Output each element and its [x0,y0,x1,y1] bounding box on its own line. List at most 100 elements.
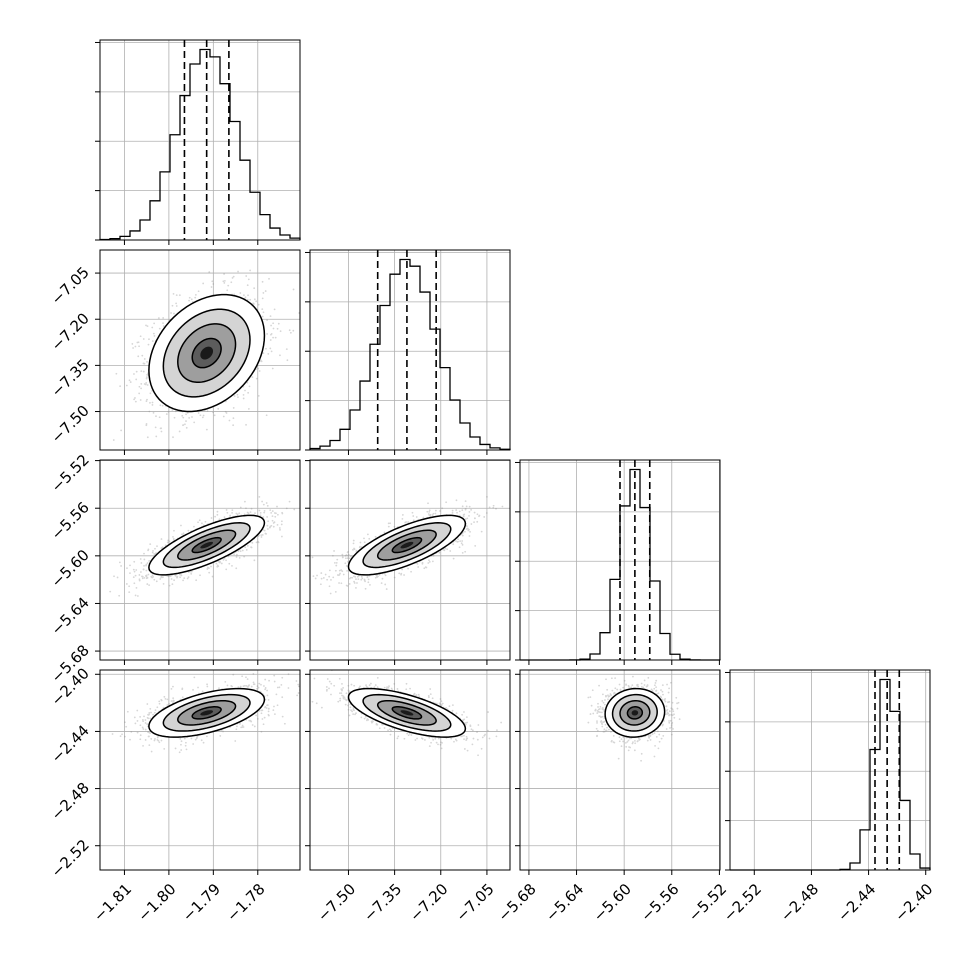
scatter-point [263,529,266,532]
scatter-point [158,416,161,419]
scatter-point [269,347,272,350]
scatter-point [458,510,461,513]
scatter-point [328,575,331,578]
scatter-point [159,427,162,430]
scatter-point [146,384,149,386]
scatter-point [251,541,254,544]
scatter-point [376,576,379,578]
scatter-point [244,546,247,549]
scatter-point [147,549,149,552]
scatter-point [143,564,145,567]
scatter-point [149,392,152,395]
scatter-point [109,590,112,593]
scatter-point [201,416,204,419]
scatter-point [355,549,358,552]
scatter-point [224,410,227,413]
scatter-point [227,284,230,287]
scatter-point [217,407,220,410]
scatter-point [429,513,432,516]
scatter-point [152,411,155,414]
scatter-point [381,577,384,580]
scatter-point [153,553,156,555]
scatter-point [445,501,448,504]
scatter-point [495,507,497,510]
scatter-point [340,569,343,571]
scatter-point [261,315,264,318]
scatter-point [243,294,245,297]
contour-line [148,514,266,576]
scatter-point [257,535,260,538]
scatter-point [222,558,225,561]
scatter-point [146,583,149,585]
scatter-point [206,568,209,570]
scatter-point [174,410,177,413]
scatter-point [197,412,200,414]
scatter-point [465,505,468,508]
density-peak [200,346,214,360]
scatter-point [478,515,480,518]
scatter-point [407,521,410,523]
scatter-point [263,510,266,512]
scatter-point [172,535,174,538]
scatter-point [314,577,317,580]
scatter-point [143,558,146,561]
scatter-point [501,505,504,508]
scatter-point [168,540,171,543]
scatter-point [400,572,403,575]
scatter-point [244,296,247,299]
scatter-point [150,575,153,578]
scatter-point [249,298,252,301]
scatter-point [173,312,175,315]
scatter-point [281,512,284,515]
scatter-point [261,500,264,503]
scatter-point [152,550,154,552]
scatter-point [401,568,404,571]
scatter-point [393,576,396,579]
scatter-point [134,400,137,403]
scatter-point [337,574,340,577]
scatter-point [265,347,267,350]
scatter-point [262,311,265,314]
scatter-point [260,536,263,538]
scatter-point [464,507,467,510]
scatter-point [348,557,351,560]
scatter-point [138,345,140,348]
scatter-point [145,575,148,578]
scatter-point [186,411,189,414]
scatter-point [136,341,139,344]
scatter-point [148,560,151,562]
scatter-point [426,510,429,513]
panel-frame [309,249,511,451]
scatter-point [119,385,122,388]
scatter-point [223,516,226,519]
contour-line [162,522,251,569]
scatter-point [270,324,272,327]
scatter-point [216,564,219,567]
scatter-point [352,548,354,551]
scatter-point [195,579,198,582]
scatter-point [137,355,140,358]
scatter-point [151,574,154,577]
scatter-point [247,278,250,281]
scatter-point [247,294,249,297]
scatter-point [230,281,233,284]
scatter-point [428,514,431,517]
scatter-point [468,514,470,517]
scatter-point [208,271,211,273]
scatter-point [461,540,464,542]
scatter-point [281,511,284,514]
scatter-point [149,401,151,404]
scatter-point [187,576,190,579]
scatter-point [412,515,415,517]
scatter-point [132,347,134,349]
scatter-point [152,575,154,578]
scatter-point [178,430,181,433]
scatter-point [146,373,149,376]
scatter-point [120,429,123,432]
histogram-1 [309,258,511,450]
scatter-point [260,360,263,363]
scatter-point [292,288,295,291]
scatter-point [145,574,148,577]
scatter-point [141,575,143,578]
scatter-point [353,548,356,551]
